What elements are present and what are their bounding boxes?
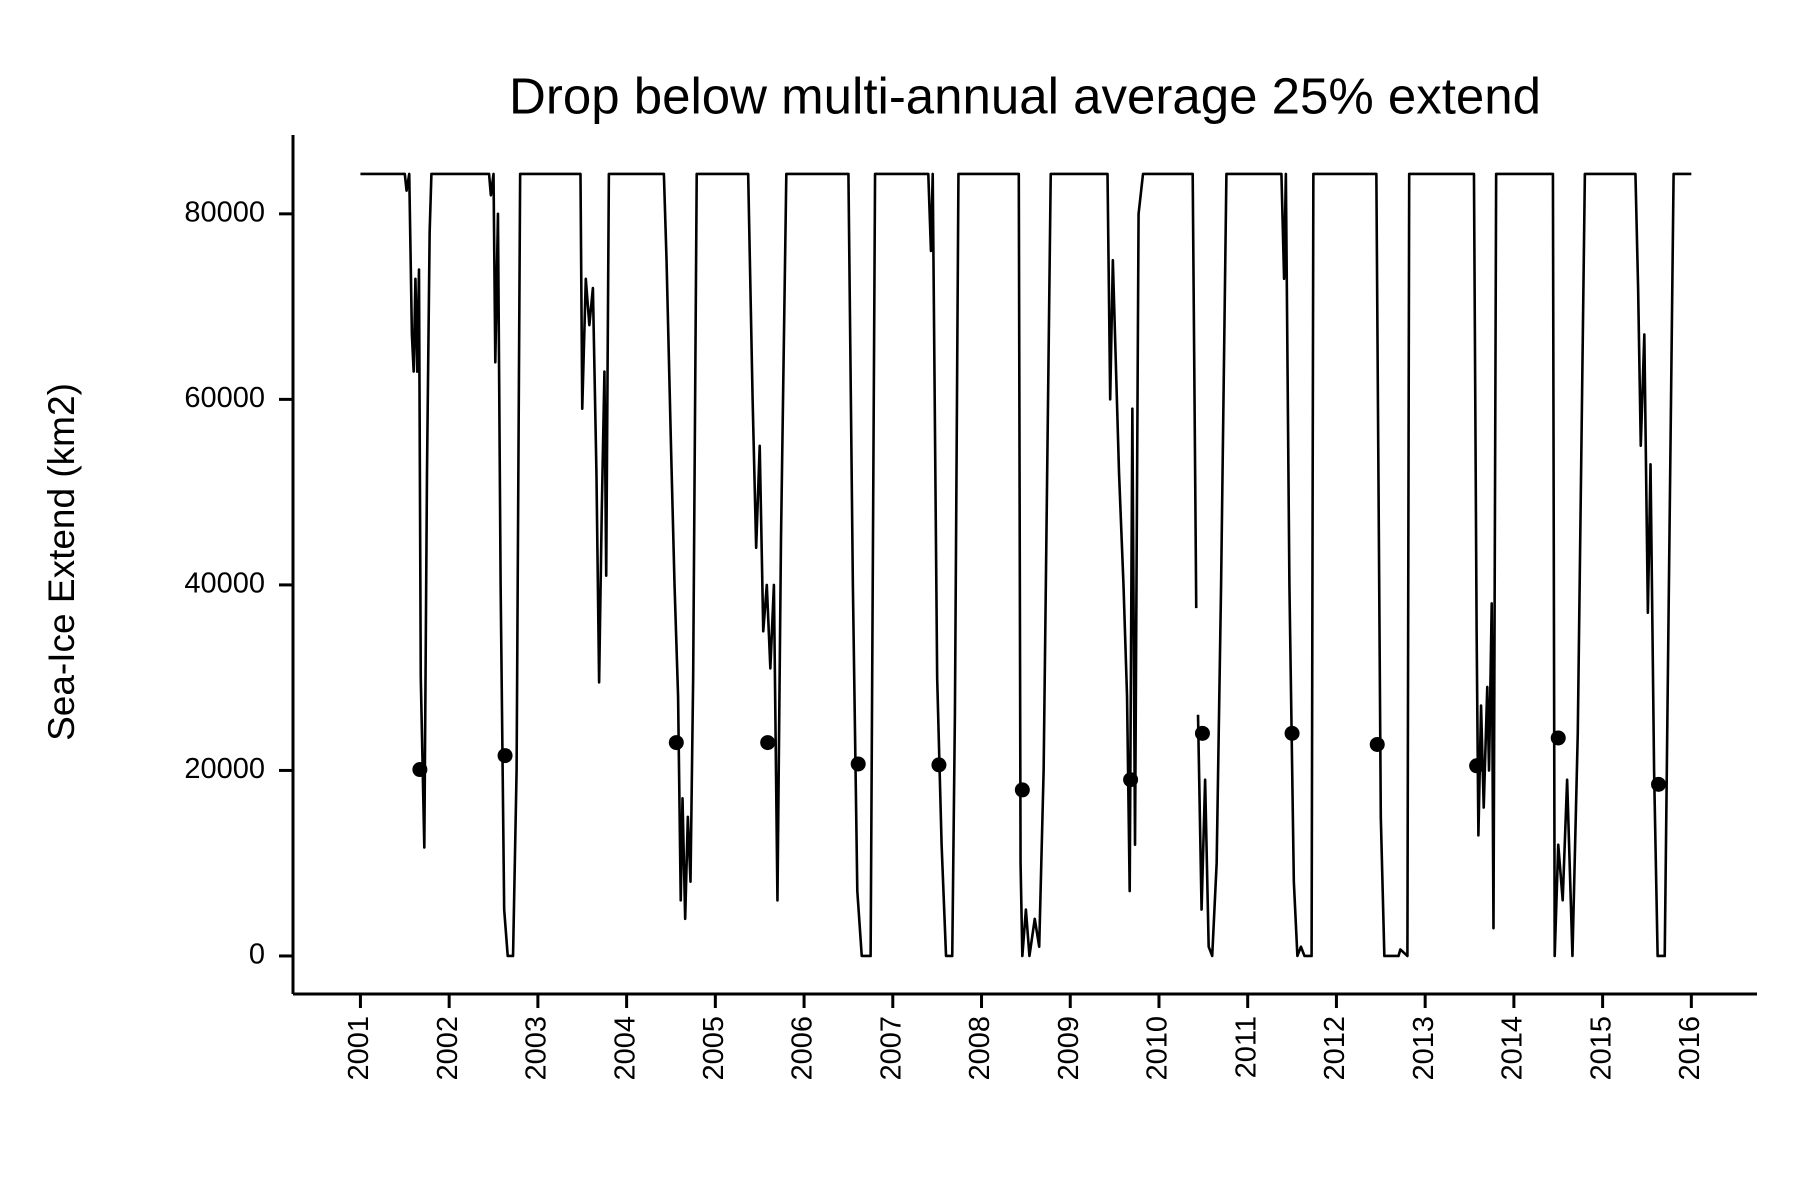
chart-title: Drop below multi-annual average 25% exte… xyxy=(509,67,1541,124)
data-point xyxy=(1014,782,1030,798)
x-tick-label: 2004 xyxy=(609,1016,641,1081)
y-tick-label: 60000 xyxy=(184,382,265,414)
y-tick-label: 0 xyxy=(249,939,265,971)
data-point xyxy=(931,757,947,773)
x-tick-label: 2002 xyxy=(432,1016,464,1081)
data-point xyxy=(1123,772,1139,788)
data-point xyxy=(1284,725,1300,741)
y-axis-label: Sea-Ice Extend (km2) xyxy=(41,383,82,741)
x-tick-label: 2014 xyxy=(1497,1016,1529,1081)
x-tick-label: 2015 xyxy=(1585,1016,1617,1081)
x-tick-label: 2001 xyxy=(343,1016,375,1081)
data-point xyxy=(1550,730,1566,746)
y-tick-label: 80000 xyxy=(184,197,265,229)
x-tick-label: 2009 xyxy=(1053,1016,1085,1081)
x-tick-label: 2005 xyxy=(698,1016,730,1081)
data-point xyxy=(850,756,866,772)
x-tick-label: 2016 xyxy=(1674,1016,1706,1081)
data-point xyxy=(1194,725,1210,741)
data-line xyxy=(360,172,1198,958)
y-tick-label: 40000 xyxy=(184,568,265,600)
x-tick-label: 2008 xyxy=(964,1016,996,1081)
data-point xyxy=(668,735,684,751)
x-tick-label: 2007 xyxy=(875,1016,907,1081)
data-point xyxy=(412,762,428,778)
x-tick-label: 2010 xyxy=(1142,1016,1174,1081)
data-point xyxy=(1469,758,1485,774)
data-point xyxy=(1651,776,1667,792)
data-point xyxy=(497,748,513,764)
data-line xyxy=(1196,172,1692,958)
y-tick-label: 20000 xyxy=(184,753,265,785)
x-tick-label: 2013 xyxy=(1408,1016,1440,1081)
x-tick-label: 2012 xyxy=(1319,1016,1351,1081)
x-tick-label: 2006 xyxy=(787,1016,819,1081)
x-tick-label: 2011 xyxy=(1230,1016,1262,1078)
data-point xyxy=(1369,736,1385,752)
data-point xyxy=(760,735,776,751)
x-tick-label: 2003 xyxy=(521,1016,553,1081)
